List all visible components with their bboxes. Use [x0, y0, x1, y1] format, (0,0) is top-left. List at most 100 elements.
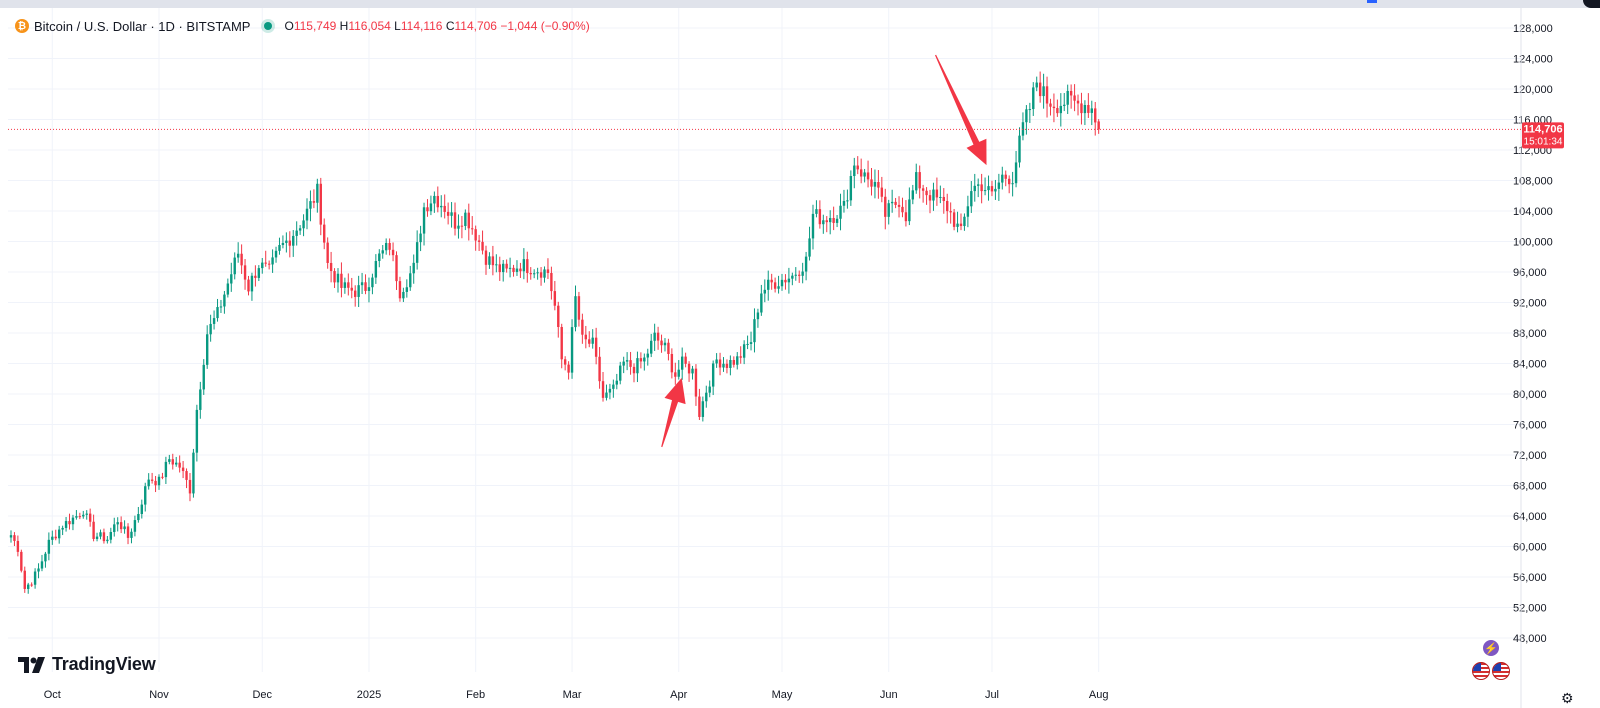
- candle-body: [247, 279, 250, 292]
- candle-body: [873, 182, 877, 187]
- candle-body: [436, 195, 440, 208]
- candle-body: [326, 242, 329, 263]
- candle-body: [915, 172, 918, 191]
- candle-body: [632, 366, 636, 374]
- candle-body: [226, 283, 230, 295]
- candle-body: [1080, 103, 1083, 114]
- candle-body: [457, 225, 460, 229]
- candle-body: [175, 462, 178, 465]
- candle-body: [464, 212, 467, 226]
- candle-body: [570, 327, 574, 373]
- candle-body: [801, 271, 804, 276]
- candle-body: [106, 539, 109, 542]
- symbol-title[interactable]: Bitcoin / U.S. Dollar · 1D · BITSTAMP: [34, 18, 251, 34]
- price-chart[interactable]: 128,000124,000120,000116,000112,000108,0…: [0, 8, 1600, 708]
- candle-body: [705, 392, 708, 402]
- candle-body: [711, 363, 715, 387]
- candle-body: [732, 360, 736, 365]
- candle-body: [667, 342, 670, 354]
- settings-icon[interactable]: ⚙: [1561, 690, 1574, 706]
- x-tick-label: 2025: [357, 689, 381, 701]
- high-value: 116,054: [348, 19, 391, 33]
- candle-body: [725, 363, 729, 368]
- candle-body: [412, 262, 415, 274]
- candle-body: [581, 319, 584, 335]
- candle-body: [780, 279, 784, 287]
- y-tick-label: 64,000: [1513, 511, 1547, 523]
- candle-body: [987, 186, 990, 191]
- candle-body: [935, 189, 939, 198]
- candle-body: [398, 281, 402, 299]
- candle-body: [884, 196, 887, 217]
- candle-body: [440, 205, 443, 208]
- bolt-icon[interactable]: ⚡: [1483, 640, 1499, 656]
- candle-body: [140, 504, 143, 515]
- candle-body: [1097, 121, 1100, 130]
- candle-body: [1007, 178, 1011, 185]
- candle-body: [309, 201, 312, 209]
- candle-body: [99, 532, 102, 537]
- candle-body: [1042, 86, 1045, 97]
- candle-body: [880, 187, 884, 197]
- candle-body: [150, 479, 154, 481]
- candle-body: [739, 356, 742, 358]
- candle-body: [57, 529, 61, 539]
- tradingview-brand[interactable]: TradingView: [18, 654, 156, 675]
- candle-body: [285, 240, 288, 243]
- candle-body: [161, 476, 164, 478]
- y-tick-label: 56,000: [1513, 572, 1547, 584]
- candle-body: [453, 212, 457, 229]
- candle-body: [756, 312, 760, 320]
- candle-body: [574, 296, 577, 328]
- candle-body: [88, 513, 92, 522]
- candle-body: [921, 188, 925, 191]
- us-flag-icon[interactable]: [1492, 662, 1510, 680]
- candle-body: [1004, 174, 1007, 179]
- candle-body: [419, 233, 422, 243]
- candle-body: [994, 188, 997, 192]
- us-flag-icon[interactable]: [1472, 662, 1490, 680]
- candle-body: [102, 532, 106, 542]
- candle-body: [350, 287, 353, 291]
- candle-body: [340, 273, 343, 288]
- candle-body: [605, 392, 608, 398]
- candle-body: [760, 293, 763, 313]
- candle-body: [767, 279, 770, 290]
- candle-body: [674, 372, 677, 377]
- candle-body: [302, 220, 305, 229]
- candle-body: [1038, 82, 1042, 97]
- candle-body: [236, 253, 240, 258]
- candle-body: [233, 257, 236, 275]
- change-value: −1,044 (−0.90%): [500, 19, 590, 33]
- candle-body: [532, 273, 536, 275]
- candle-body: [484, 250, 488, 265]
- candle-body: [942, 196, 945, 201]
- y-tick-label: 92,000: [1513, 298, 1547, 310]
- symbol-legend[interactable]: ₿ Bitcoin / U.S. Dollar · 1D · BITSTAMP …: [15, 17, 590, 35]
- candle-body: [460, 225, 464, 227]
- candle-body: [715, 359, 718, 364]
- x-tick-label: Mar: [563, 689, 582, 701]
- x-tick-label: Aug: [1089, 689, 1109, 701]
- candle-body: [636, 358, 639, 374]
- candle-body: [773, 282, 777, 289]
- candle-body: [82, 514, 85, 517]
- window-top-indicator: [1367, 0, 1377, 3]
- candle-body: [822, 220, 825, 225]
- candle-body: [660, 340, 663, 346]
- x-tick-label: May: [772, 689, 793, 701]
- candle-body: [842, 201, 846, 206]
- candle-body: [890, 201, 894, 204]
- candle-body: [64, 521, 68, 528]
- candle-body: [154, 480, 157, 486]
- candle-body: [970, 191, 973, 207]
- candle-body: [295, 230, 298, 236]
- y-tick-label: 76,000: [1513, 420, 1547, 432]
- candle-body: [381, 250, 384, 254]
- candle-body: [804, 256, 808, 272]
- candle-body: [701, 401, 705, 417]
- candle-body: [946, 200, 949, 212]
- candle-body: [911, 190, 915, 200]
- candle-body: [205, 334, 209, 365]
- candle-body: [543, 269, 546, 278]
